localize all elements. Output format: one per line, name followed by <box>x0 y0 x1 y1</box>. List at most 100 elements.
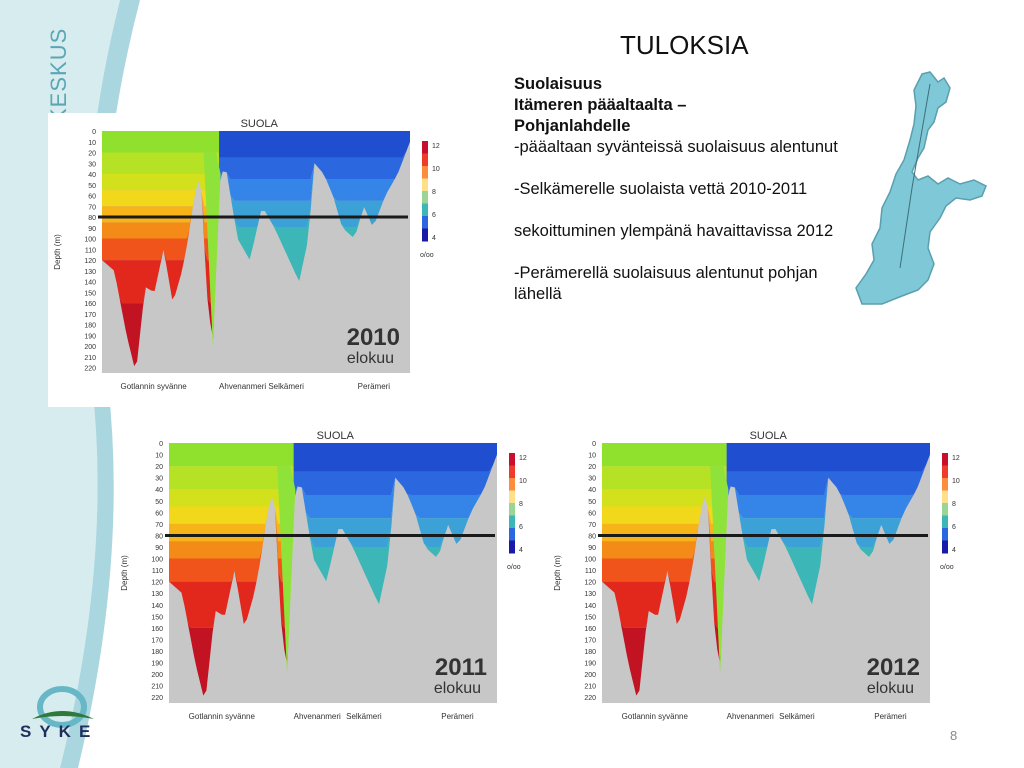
heading-salinity: Suolaisuus <box>514 75 603 93</box>
y-tick-label: 130 <box>84 269 96 276</box>
y-tick-label: 160 <box>584 626 596 633</box>
y-tick-label: 0 <box>92 129 96 136</box>
salinity-chart-2012: SUOLA 0 10 20 30 40 50 60 70 80 90 100 110 120 130 140 1… <box>553 430 960 721</box>
salinity-layer-basin <box>169 496 294 559</box>
y-tick-label: 210 <box>84 355 96 362</box>
salinity-layer-basin <box>102 152 220 175</box>
salinity-layer-basin <box>602 443 727 467</box>
y-tick-label: 110 <box>85 247 96 254</box>
salinity-layer-north <box>293 454 497 495</box>
y-axis-label: Depth (m) <box>553 555 562 591</box>
x-axis-label: Gotlannin syvänne <box>189 712 256 721</box>
y-tick-label: 70 <box>155 522 163 529</box>
aland-tongue <box>277 466 296 675</box>
y-tick-label: 210 <box>584 684 596 691</box>
salinity-layer-north <box>219 141 410 228</box>
y-tick-label: 40 <box>88 172 96 179</box>
y-tick-label: 180 <box>584 649 596 656</box>
y-tick-label: 30 <box>155 476 163 483</box>
salinity-layer-basin <box>602 466 727 490</box>
y-tick-label: 10 <box>155 453 163 460</box>
salinity-layer-basin <box>102 181 220 207</box>
colorbar-segment <box>509 478 515 491</box>
colorbar-segment <box>509 465 515 479</box>
y-tick-label: 110 <box>152 568 163 575</box>
colorbar-segment <box>942 528 948 541</box>
salinity-layer-basin <box>169 496 294 542</box>
y-tick-label: 180 <box>84 323 96 330</box>
text-block: Suolaisuus Itämeren pääaltaalta – Pohjan… <box>514 74 854 305</box>
y-tick-label: 140 <box>584 603 596 610</box>
colorbar-segment <box>422 203 428 217</box>
bullet-main-basin: -pääaltaan syvänteissä suolaisuus alentu… <box>514 138 838 156</box>
salinity-chart-2011: SUOLA 0 10 20 30 40 50 60 70 80 90 100 110 120 130 140 1… <box>120 430 527 721</box>
colorbar-tick: 6 <box>519 524 523 531</box>
month-label: elokuu <box>434 680 481 697</box>
salinity-panel-2011: SUOLA 0 10 20 30 40 50 60 70 80 90 100 110 120 130 140 1… <box>115 425 555 737</box>
salinity-layer-north <box>726 454 930 519</box>
colorbar-segment <box>509 453 515 466</box>
y-tick-label: 70 <box>588 522 596 529</box>
y-axis-label: Depth (m) <box>53 234 62 270</box>
y-tick-label: 80 <box>588 533 596 540</box>
colorbar-segment <box>422 141 428 154</box>
colorbar-tick: 10 <box>952 478 960 485</box>
salinity-layer-basin <box>169 489 294 507</box>
salinity-chart-2010: SUOLA 0 10 20 30 40 50 60 70 80 90 100 110 120 130 140 1… <box>53 118 440 391</box>
salinity-panel-2010: SUOLA 0 10 20 30 40 50 60 70 80 90 100 110 120 130 140 1… <box>48 113 468 407</box>
bullet-mixing: sekoittuminen ylempänä havaittavissa 201… <box>514 222 834 240</box>
salinity-layer-basin <box>102 181 220 239</box>
salinity-layer-north <box>293 443 497 472</box>
year-label: 2012 <box>867 654 920 681</box>
x-axis-label: Ahvenanmeri <box>727 712 774 721</box>
salinity-layer-basin <box>602 496 727 524</box>
y-tick-label: 50 <box>588 499 596 506</box>
y-tick-label: 50 <box>155 499 163 506</box>
y-tick-label: 90 <box>88 226 96 233</box>
aland-tongue <box>710 466 729 675</box>
y-tick-label: 130 <box>584 591 596 598</box>
colorbar-segment <box>422 216 428 229</box>
y-tick-label: 190 <box>84 333 96 340</box>
y-tick-label: 150 <box>84 290 96 297</box>
y-tick-label: 10 <box>588 453 596 460</box>
syke-logo-icon <box>32 686 94 728</box>
y-tick-label: 60 <box>588 510 596 517</box>
colorbar-tick: 12 <box>952 455 960 462</box>
salinity-layer-north <box>219 141 410 201</box>
y-tick-label: 120 <box>584 580 596 587</box>
salinity-layer-basin <box>102 131 220 153</box>
x-axis-label: Selkämeri <box>268 382 304 391</box>
y-tick-label: 150 <box>584 614 596 621</box>
salinity-layer-basin <box>102 174 220 191</box>
colorbar-segment <box>509 540 515 554</box>
bullet-bothnian-bay: -Perämerellä suolaisuus alentunut pohjan… <box>514 264 818 303</box>
salinity-layer-basin <box>102 181 220 367</box>
y-tick-label: 120 <box>84 258 96 265</box>
y-tick-label: 20 <box>88 151 96 158</box>
salinity-layer-basin <box>602 496 727 542</box>
y-tick-label: 40 <box>588 487 596 494</box>
y-tick-label: 200 <box>84 344 96 351</box>
chart-title: SUOLA <box>241 118 279 130</box>
salinity-layer-basin <box>169 466 294 490</box>
y-tick-label: 220 <box>151 695 163 702</box>
y-tick-label: 80 <box>155 533 163 540</box>
y-tick-label: 30 <box>88 161 96 168</box>
x-axis-label: Selkämeri <box>779 712 815 721</box>
salinity-layer-basin <box>169 443 294 467</box>
y-tick-label: 100 <box>84 237 96 244</box>
colorbar-segment <box>422 166 428 179</box>
y-tick-label: 190 <box>151 661 163 668</box>
y-tick-label: 20 <box>155 464 163 471</box>
salinity-layer-basin <box>602 496 727 696</box>
colorbar-tick: 8 <box>952 501 956 508</box>
x-axis-label: Selkämeri <box>346 712 382 721</box>
colorbar-tick: 4 <box>432 235 436 242</box>
colorbar-segment <box>942 515 948 529</box>
salinity-layer-basin <box>169 496 294 582</box>
colorbar-segment <box>509 528 515 541</box>
x-axis-label: Gotlannin syvänne <box>622 712 689 721</box>
colorbar-tick: 4 <box>519 547 523 554</box>
colorbar-segment <box>422 153 428 167</box>
